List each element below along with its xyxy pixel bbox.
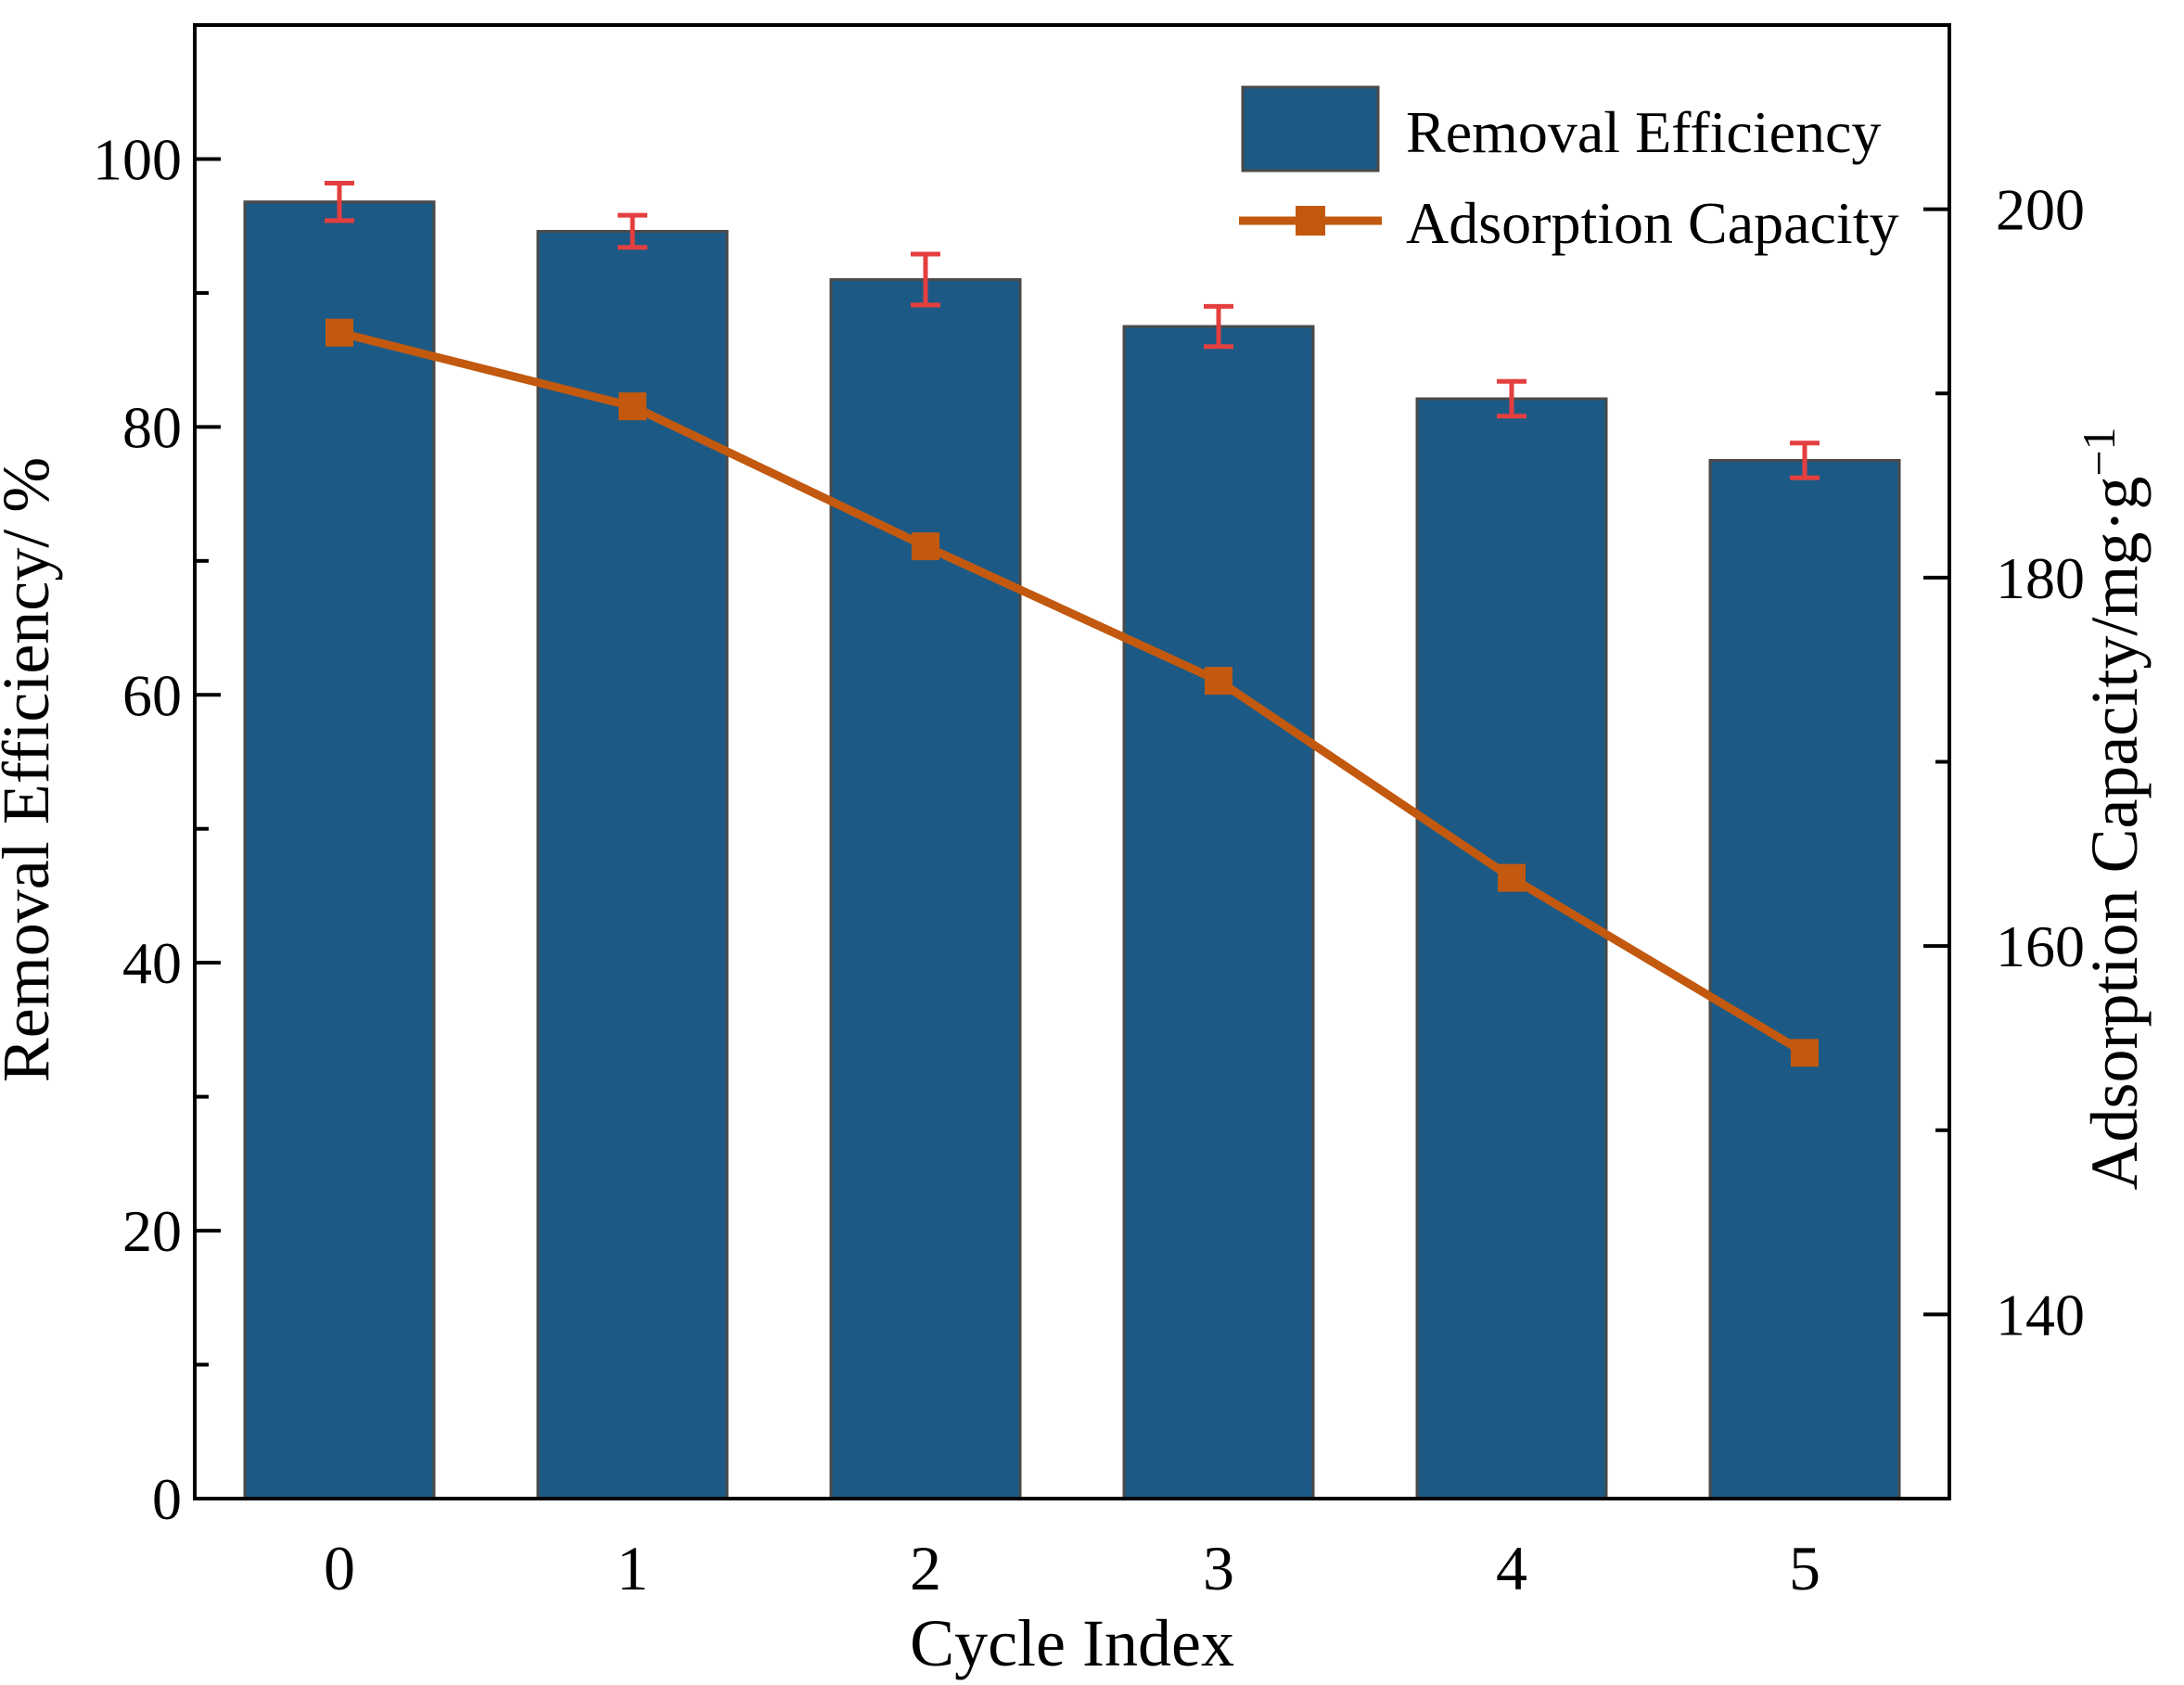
right-tick-label-140: 140 [1996,1282,2085,1347]
bar-cycle-1 [536,229,729,1500]
ticks-layer [195,157,1949,1500]
error-bar-cycle-3 [1204,303,1233,350]
line-marker-cycle-5 [1791,1039,1819,1067]
error-bars-layer [325,180,1820,480]
error-bar-cycle-4 [1497,378,1526,419]
legend-marker-adsorption-capacity [1296,206,1325,236]
error-bar-cycle-5 [1790,440,1820,480]
line-marker-cycle-2 [912,532,939,561]
y-axis-label-left: Removal Efficiency/ % [0,457,63,1082]
right-tick-label-180: 180 [1996,545,2085,611]
adsorption-capacity-line [338,328,1807,1057]
bar-cycle-3 [1122,325,1315,1500]
y-axis-label-right-base: Adsorption Capacity/mg·g [2077,477,2152,1191]
left-tick-label-20: 20 [122,1198,182,1264]
left-tick-label-40: 40 [122,930,182,996]
x-tick-label-0: 0 [324,1533,355,1603]
x-tick-label-4: 4 [1496,1533,1527,1603]
right-tick-label-160: 160 [1996,913,2085,979]
bars-layer [243,200,1901,1500]
legend-label-adsorption-capacity: Adsorption Capacity [1406,190,1898,256]
line-marker-cycle-3 [1205,667,1232,696]
left-tick-label-0: 0 [152,1466,182,1532]
x-tick-label-5: 5 [1789,1533,1820,1603]
error-bar-cycle-0 [325,180,354,223]
bar-cycle-4 [1415,397,1608,1500]
legend: Removal Efficiency Adsorption Capacity [1239,85,1898,256]
line-marker-cycle-1 [619,392,646,421]
x-tick-label-2: 2 [910,1533,941,1603]
error-bar-cycle-2 [911,251,940,308]
line-marker-cycle-4 [1498,863,1526,892]
legend-swatch-removal-efficiency [1241,85,1380,172]
left-tick-label-80: 80 [122,394,182,460]
x-tick-label-3: 3 [1203,1533,1234,1603]
x-tick-label-1: 1 [617,1533,648,1603]
y-axis-label-right: Adsorption Capacity/mg·g−1 [2073,427,2152,1190]
y-axis-label-right-superscript: −1 [2073,427,2125,476]
left-tick-label-100: 100 [93,126,182,192]
left-tick-label-60: 60 [122,662,182,728]
tick-labels-layer: 0 20 40 60 80 100 140 160 180 200 0 1 2 3 4 5 [93,126,2085,1603]
axis-labels-layer: Removal Efficiency/ % Adsorption Capacit… [0,427,2152,1680]
bar-cycle-5 [1708,458,1901,1500]
bar-cycle-2 [829,277,1022,1500]
x-axis-label: Cycle Index [910,1606,1234,1680]
legend-label-removal-efficiency: Removal Efficiency [1406,99,1881,165]
right-tick-label-200: 200 [1996,177,2085,243]
line-layer [326,318,1819,1067]
bar-cycle-0 [243,200,436,1500]
error-bar-cycle-1 [618,212,647,250]
line-marker-cycle-0 [326,318,353,347]
